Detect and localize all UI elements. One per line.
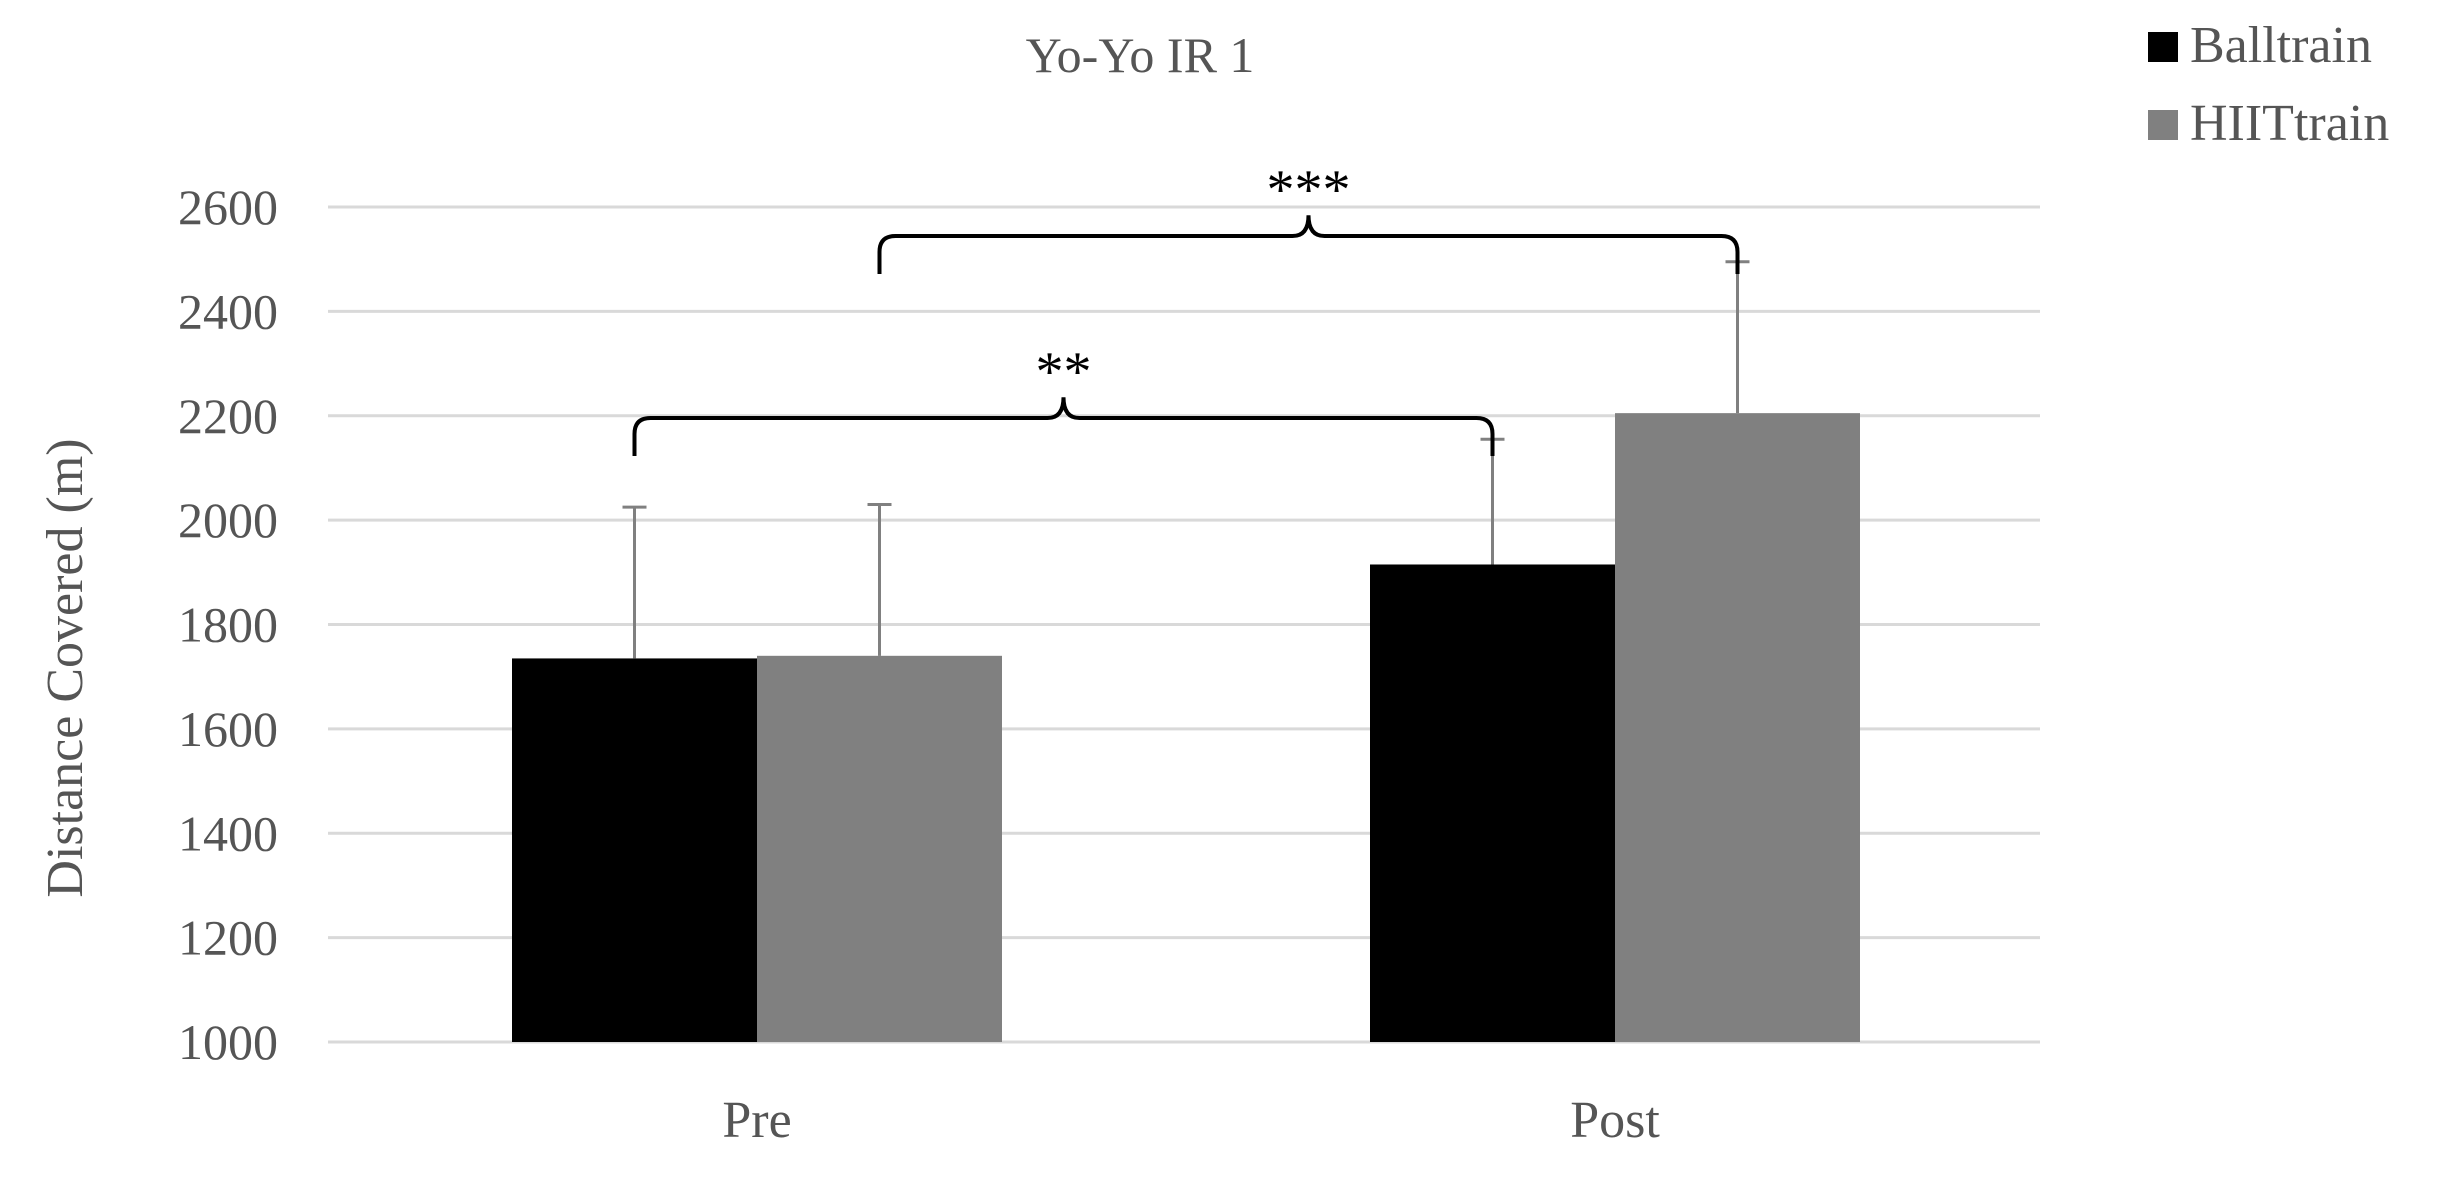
legend-label: Balltrain	[2190, 17, 2372, 74]
legend-label: HIITtrain	[2190, 95, 2389, 152]
chart-title: Yo-Yo IR 1	[1026, 27, 1255, 83]
significance-brace	[632, 397, 1495, 456]
x-tick-label: Pre	[722, 1092, 791, 1149]
y-tick-label: 1600	[178, 701, 278, 757]
significance-label: ***	[1267, 159, 1351, 221]
y-tick-label: 2000	[178, 492, 278, 548]
y-tick-labels: 1000 1200 1400 1600 1800 2000 2200 2400 2600	[178, 179, 278, 1070]
significance-annotations: *****	[632, 159, 1740, 456]
y-tick-label: 1800	[178, 597, 278, 653]
y-tick-label: 1000	[178, 1014, 278, 1070]
bar-balltrain-pre	[512, 658, 757, 1042]
y-tick-label: 1400	[178, 805, 278, 861]
legend-swatch	[2148, 32, 2178, 62]
y-tick-label: 2400	[178, 283, 278, 339]
legend: Balltrain HIITtrain	[2148, 17, 2389, 152]
significance-brace	[877, 215, 1740, 274]
bar-hiittrain-pre	[757, 655, 1002, 1042]
y-axis-label: Distance Covered (m)	[37, 438, 94, 897]
x-tick-labels: Pre Post	[722, 1092, 1660, 1149]
significance-label: **	[1036, 341, 1092, 403]
bar-hiittrain-post	[1615, 413, 1860, 1042]
legend-swatch	[2148, 110, 2178, 140]
bars	[512, 413, 1860, 1042]
x-tick-label: Post	[1570, 1092, 1660, 1149]
y-tick-label: 2200	[178, 388, 278, 444]
y-tick-label: 2600	[178, 179, 278, 235]
y-tick-label: 1200	[178, 910, 278, 966]
bar-balltrain-post	[1370, 564, 1615, 1042]
